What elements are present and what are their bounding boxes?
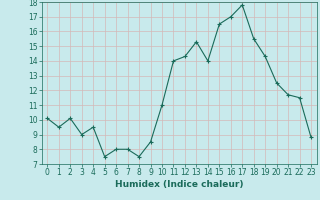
X-axis label: Humidex (Indice chaleur): Humidex (Indice chaleur): [115, 180, 244, 189]
